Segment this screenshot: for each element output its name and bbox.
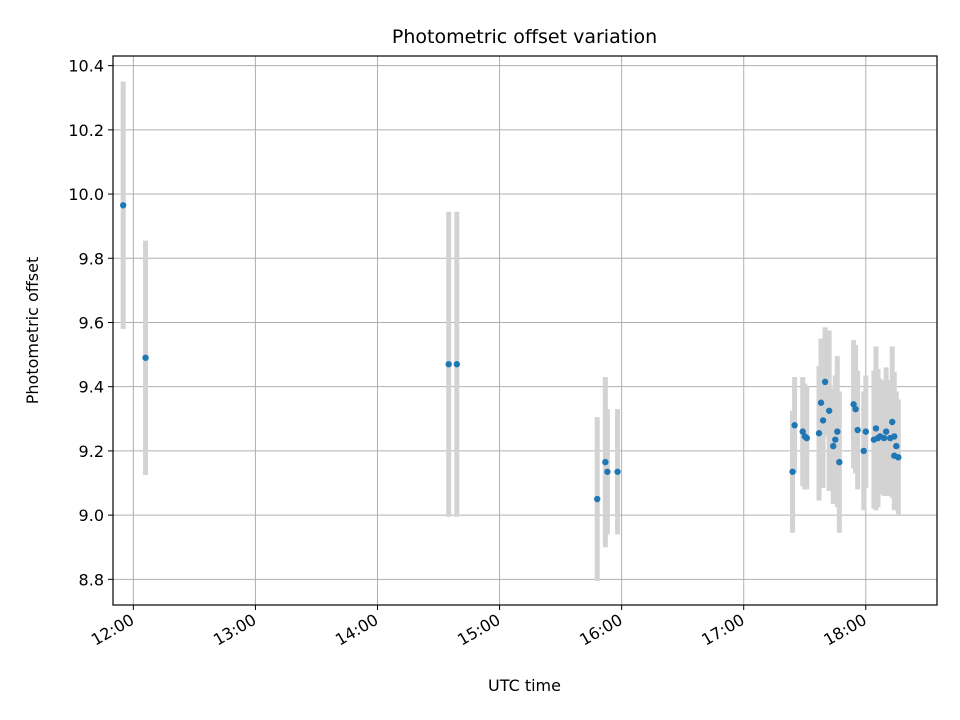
data-point	[872, 425, 880, 432]
data-point	[594, 495, 601, 503]
plot-frame	[112, 55, 938, 606]
data-point	[891, 433, 898, 440]
data-point	[142, 354, 149, 361]
y-tick-label: 8.8	[79, 570, 104, 589]
y-tick-label: 9.6	[79, 313, 104, 332]
y-tick-label: 9.2	[79, 442, 104, 461]
data-point	[604, 468, 611, 475]
data-point	[445, 361, 452, 368]
data-point	[860, 447, 867, 455]
data-point	[791, 422, 798, 429]
data-point	[862, 428, 869, 435]
data-point	[799, 428, 806, 435]
data-point	[825, 407, 833, 414]
data-point	[854, 426, 861, 434]
data-point	[821, 378, 829, 386]
x-axis-title: UTC time	[488, 676, 561, 695]
data-point	[602, 458, 609, 466]
data-point	[119, 202, 127, 209]
y-tick-label: 10.0	[68, 185, 104, 204]
data-point	[819, 417, 827, 424]
data-point	[803, 434, 810, 442]
data-point	[895, 454, 902, 461]
data-point	[832, 436, 839, 443]
chart-title: Photometric offset variation	[392, 26, 657, 48]
data-point	[850, 401, 857, 408]
data-point	[893, 442, 900, 450]
y-tick-label: 10.4	[68, 57, 104, 76]
y-tick-label: 9.4	[79, 378, 104, 397]
grid-lines	[113, 56, 937, 605]
y-tick-label: 9.0	[79, 506, 104, 525]
data-point	[834, 428, 841, 435]
data-point	[817, 399, 825, 406]
data-point	[453, 361, 461, 368]
y-tick-label: 9.8	[79, 249, 104, 268]
data-point	[830, 442, 837, 450]
data-point	[852, 405, 859, 413]
y-axis: 8.8 9.0 9.2 9.4 9.6 9.8 10.0 10.2 10.4	[68, 57, 113, 589]
data-point-group	[119, 202, 902, 503]
data-point	[882, 428, 890, 435]
data-point	[815, 430, 823, 437]
data-point	[614, 468, 621, 475]
y-axis-title: Photometric offset	[23, 257, 42, 405]
data-point	[836, 458, 843, 466]
data-point	[880, 434, 888, 442]
y-tick-label: 10.2	[68, 121, 104, 140]
data-point	[889, 418, 896, 426]
data-point	[789, 468, 796, 475]
